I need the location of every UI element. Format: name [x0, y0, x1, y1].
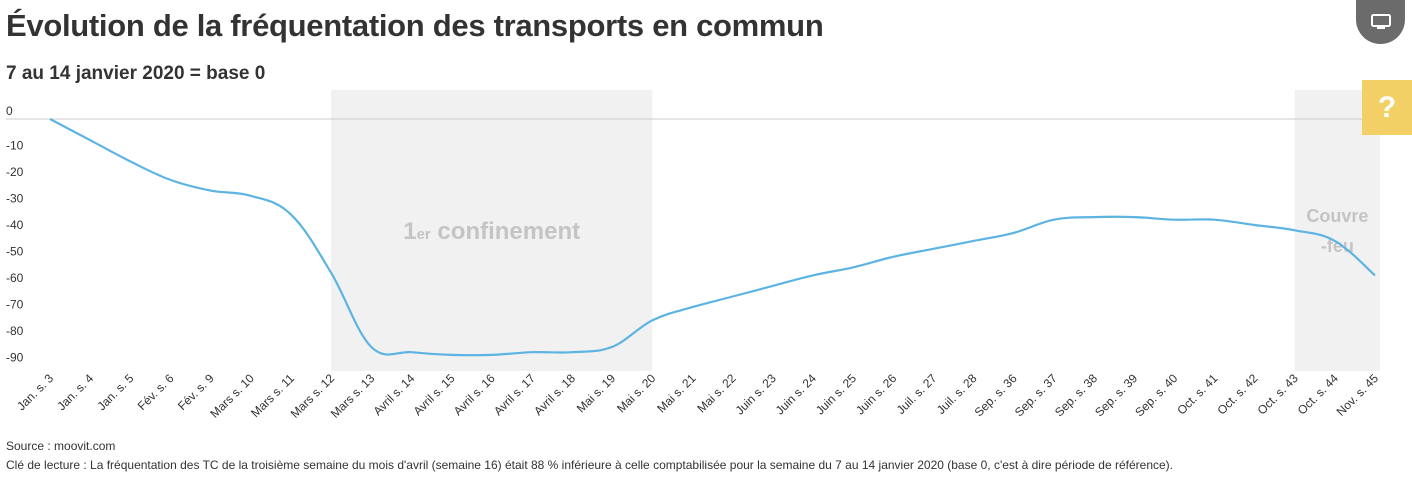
x-tick-label: Juil. s. 27 — [894, 371, 940, 417]
source-text: Source : moovit.com — [6, 439, 116, 453]
x-tick-label: Mars s. 13 — [328, 371, 378, 421]
data-point[interactable] — [1128, 211, 1140, 223]
band-confinement — [331, 90, 653, 371]
data-point[interactable] — [446, 349, 458, 361]
data-point[interactable] — [566, 346, 578, 358]
x-tick-label: Juin s. 26 — [853, 371, 899, 417]
y-tick-label: -40 — [6, 218, 24, 232]
x-tick-label: Juin s. 25 — [813, 371, 859, 417]
x-tick-label: Mai s. 20 — [614, 371, 659, 416]
data-point[interactable] — [1008, 227, 1020, 239]
x-tick-label: Mai s. 22 — [694, 371, 739, 416]
x-tick-label: Juin s. 23 — [733, 371, 779, 417]
x-tick-label: Sep. s. 38 — [1052, 371, 1100, 419]
data-point[interactable] — [1088, 211, 1100, 223]
data-point[interactable] — [124, 155, 136, 167]
data-point[interactable] — [686, 301, 698, 313]
data-point[interactable] — [1369, 269, 1381, 281]
x-tick-label: Mai s. 21 — [654, 371, 699, 416]
data-point[interactable] — [325, 267, 337, 279]
chart-title: Évolution de la fréquentation des transp… — [6, 8, 824, 43]
x-tick-label: Sep. s. 37 — [1012, 371, 1060, 419]
y-tick-label: -60 — [6, 271, 24, 285]
data-point[interactable] — [526, 346, 538, 358]
data-point[interactable] — [1289, 224, 1301, 236]
x-tick-label: Jan. s. 5 — [94, 371, 136, 413]
x-tick-label: Fév. s. 6 — [135, 371, 177, 413]
x-tick-label: Avril s. 18 — [531, 371, 578, 418]
data-point[interactable] — [164, 174, 176, 186]
x-tick-label: Jan. s. 3 — [14, 371, 56, 413]
y-tick-label: -20 — [6, 165, 24, 179]
data-point[interactable] — [1329, 235, 1341, 247]
band-couvre-feu — [1294, 90, 1380, 371]
x-tick-label: Oct. s. 42 — [1214, 371, 1260, 417]
x-tick-label: Oct. s. 41 — [1174, 371, 1220, 417]
band-label-couvre-feu-line1: Couvre — [1306, 206, 1368, 226]
x-tick-label: Avril s. 15 — [411, 371, 458, 418]
data-point[interactable] — [245, 190, 257, 202]
chart-subtitle: 7 au 14 janvier 2020 = base 0 — [6, 63, 266, 84]
band-label-couvre-feu-line2: -feu — [1321, 236, 1354, 256]
monitor-icon — [1370, 14, 1391, 29]
help-label: ? — [1377, 90, 1397, 124]
data-point[interactable] — [405, 346, 417, 358]
x-tick-label: Avril s. 14 — [370, 371, 417, 418]
data-point[interactable] — [205, 185, 217, 197]
data-point[interactable] — [967, 235, 979, 247]
data-point[interactable] — [767, 280, 779, 292]
device-toggle-button[interactable] — [1356, 0, 1405, 44]
data-point[interactable] — [887, 251, 899, 263]
x-tick-label: Mars s. 10 — [207, 371, 257, 421]
x-tick-label: Sep. s. 36 — [972, 371, 1020, 419]
band-label-confinement: 1er confinement — [403, 218, 580, 245]
bands-layer: 1er confinement Couvre -feu — [331, 90, 1380, 371]
x-tick-label: Jan. s. 4 — [54, 371, 96, 413]
x-tick-label: Mai s. 19 — [574, 371, 619, 416]
data-point[interactable] — [606, 341, 618, 353]
y-tick-label: -80 — [6, 324, 24, 338]
y-tick-label: 0 — [6, 104, 13, 118]
y-axis: 0 -10 -20 -30 -40 -50 -60 -70 -80 -90 — [6, 104, 1378, 365]
data-point[interactable] — [1048, 214, 1060, 226]
y-tick-label: -50 — [6, 245, 24, 259]
data-point[interactable] — [365, 341, 377, 353]
x-tick-label: Juin s. 24 — [773, 371, 819, 417]
data-point[interactable] — [646, 314, 658, 326]
data-point[interactable] — [44, 113, 56, 125]
data-point[interactable] — [727, 291, 739, 303]
y-tick-label: -10 — [6, 139, 24, 153]
data-point[interactable] — [486, 349, 498, 361]
data-point[interactable] — [285, 208, 297, 220]
y-tick-label: -90 — [6, 351, 24, 365]
data-point[interactable] — [847, 261, 859, 273]
data-point[interactable] — [927, 243, 939, 255]
x-tick-label: Avril s. 17 — [491, 371, 538, 418]
x-tick-label: Nov. s. 45 — [1334, 371, 1382, 419]
data-point[interactable] — [84, 134, 96, 146]
data-point[interactable] — [1249, 219, 1261, 231]
help-button[interactable]: ? — [1362, 80, 1412, 135]
x-tick-label: Oct. s. 43 — [1255, 371, 1301, 417]
x-tick-label: Avril s. 16 — [451, 371, 498, 418]
reading-note: Clé de lecture : La fréquentation des TC… — [6, 458, 1174, 472]
data-point[interactable] — [1208, 214, 1220, 226]
series-line — [49, 118, 1376, 357]
data-point[interactable] — [807, 269, 819, 281]
y-tick-label: -70 — [6, 298, 24, 312]
y-tick-label: -30 — [6, 192, 24, 206]
x-tick-label: Sep. s. 40 — [1132, 371, 1180, 419]
line-chart: 1er confinement Couvre -feu 0 -10 -20 -30 -40 -… — [6, 90, 1381, 421]
x-tick-label: Sep. s. 39 — [1092, 371, 1140, 419]
series-line-layer — [44, 113, 1381, 361]
data-point[interactable] — [1168, 214, 1180, 226]
